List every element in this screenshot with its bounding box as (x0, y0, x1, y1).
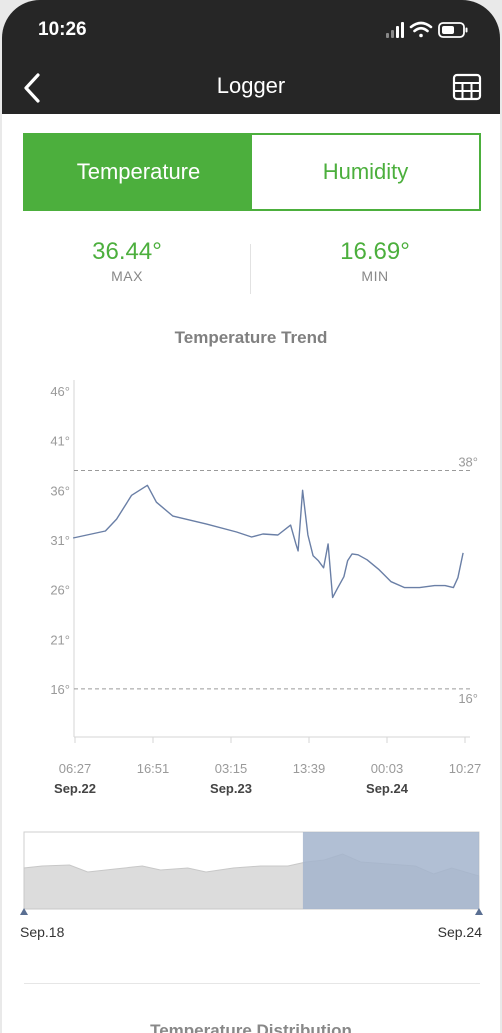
x-tick-date-label: Sep.24 (366, 781, 409, 796)
y-tick-label: 46° (50, 384, 70, 399)
min-stat: 16.69° MIN (250, 238, 500, 284)
navigator-start-handle-icon (20, 908, 28, 915)
navigator-end-label: Sep.24 (438, 924, 483, 940)
y-tick-label: 31° (50, 533, 70, 548)
wifi-icon (409, 21, 433, 38)
metric-segmented-control: Temperature Humidity (23, 133, 481, 211)
stats-summary: 36.44° MAX 16.69° MIN (2, 238, 500, 296)
status-time: 10:26 (38, 19, 87, 40)
table-view-button[interactable] (452, 72, 482, 102)
time-range-navigator[interactable]: Sep.18 Sep.24 (2, 820, 500, 950)
max-stat: 36.44° MAX (2, 238, 252, 284)
distribution-section-title: Temperature Distribution (150, 1021, 352, 1033)
reference-line-label: 16° (458, 691, 478, 706)
back-button[interactable] (20, 72, 48, 104)
x-tick-time-label: 06:27 (59, 761, 92, 776)
navigator-selection-window (302, 832, 479, 909)
x-tick-time-label: 03:15 (215, 761, 248, 776)
cellular-signal-icon (386, 22, 404, 38)
chevron-left-icon (24, 73, 40, 103)
navigator-end-handle-icon (475, 908, 483, 915)
battery-icon (438, 22, 468, 38)
tab-humidity[interactable]: Humidity (252, 135, 479, 209)
x-tick-date-label: Sep.23 (210, 781, 252, 796)
navigator-start-label: Sep.18 (20, 924, 65, 940)
tab-temperature[interactable]: Temperature (25, 135, 252, 209)
min-value: 16.69° (340, 238, 410, 265)
min-label: MIN (361, 268, 389, 284)
table-grid-icon (452, 73, 482, 101)
y-tick-label: 21° (50, 632, 70, 647)
section-divider (24, 983, 480, 984)
stats-divider (250, 244, 251, 294)
x-tick-time-label: 13:39 (293, 761, 326, 776)
y-tick-label: 36° (50, 483, 70, 498)
max-value: 36.44° (92, 238, 162, 265)
y-tick-label: 16° (50, 682, 70, 697)
y-tick-label: 26° (50, 583, 70, 598)
x-tick-time-label: 16:51 (137, 761, 170, 776)
y-tick-label: 41° (50, 434, 70, 449)
temperature-trend-chart[interactable]: 46° 41° 36° 31° 26° 21° 16° 38° 16° 06:27 Sep.22 16… (2, 360, 500, 800)
x-tick-date-label: Sep.22 (54, 781, 96, 796)
chart-title: Temperature Trend (174, 328, 328, 347)
x-tick-time-label: 00:03 (371, 761, 404, 776)
page-title: Logger (216, 73, 286, 98)
status-icons (384, 20, 474, 40)
max-label: MAX (111, 268, 143, 284)
temperature-series-line (72, 484, 464, 599)
x-tick-time-label: 10:27 (449, 761, 482, 776)
top-bar: 10:26 (2, 0, 500, 114)
reference-line-label: 38° (458, 454, 478, 469)
